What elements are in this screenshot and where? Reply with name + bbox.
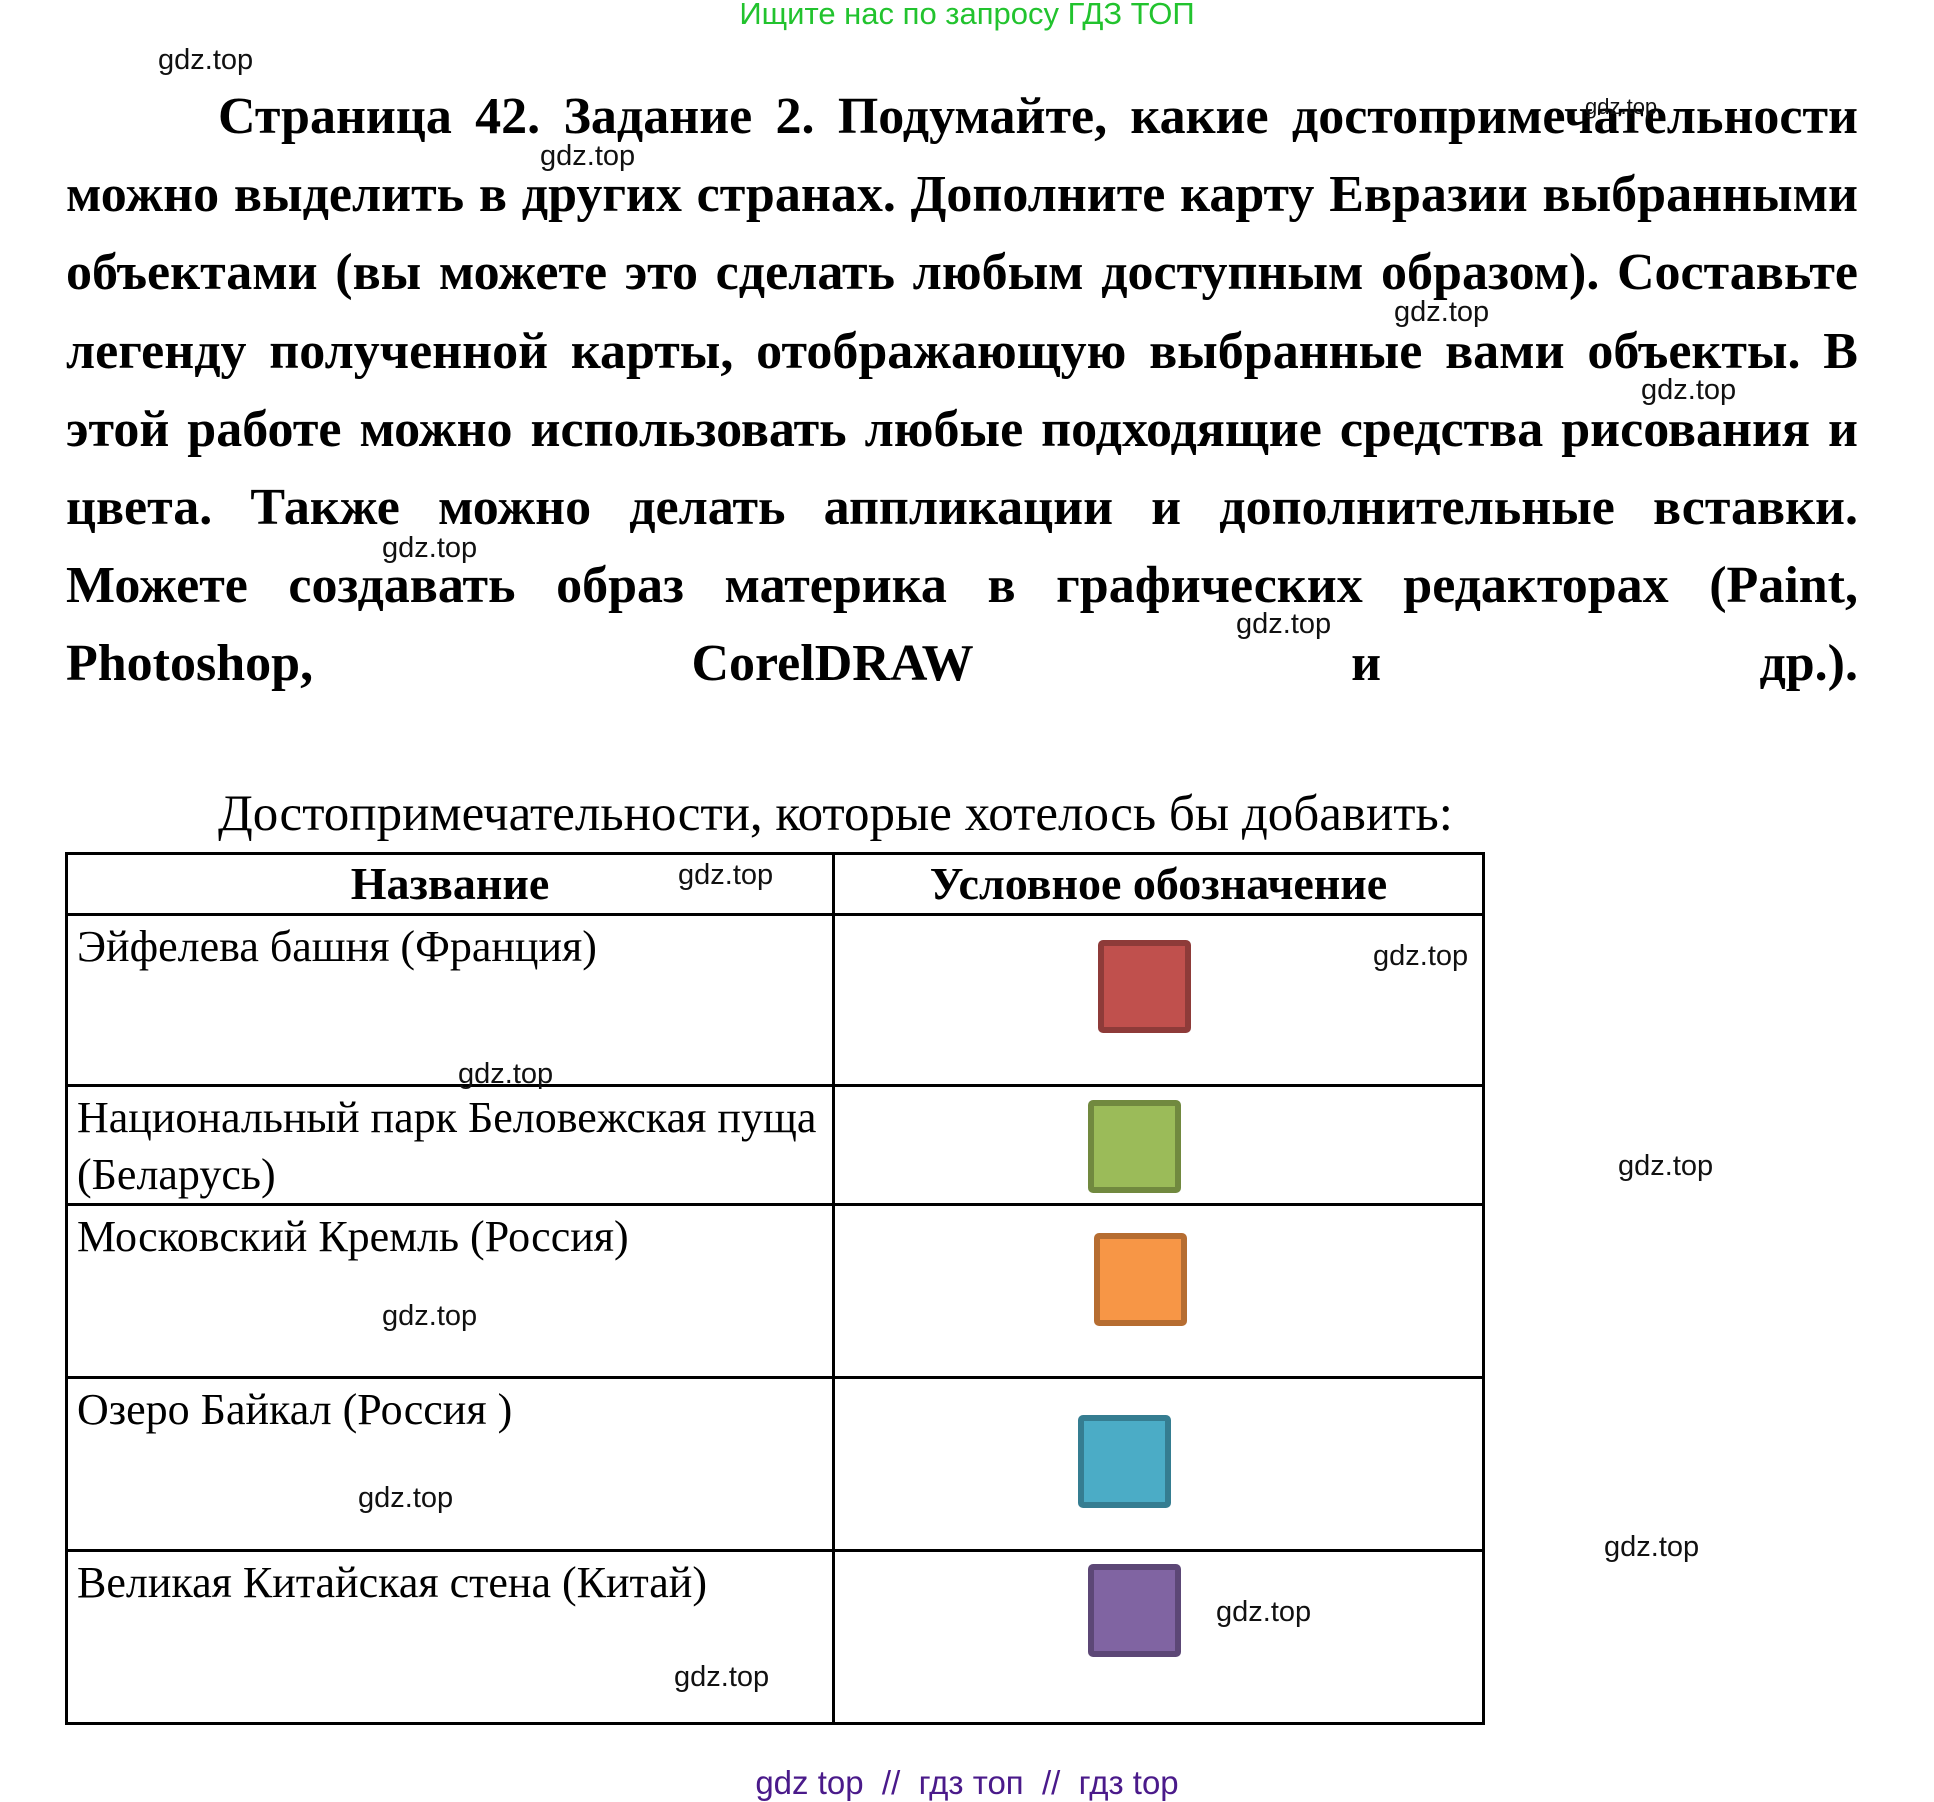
table-row: Национальный парк Беловежская пуща (Бела… [65, 1084, 1485, 1206]
header-name: Название [65, 852, 835, 916]
watermark: gdz.top [674, 1661, 770, 1693]
table-header-row: Название Условное обозначение [65, 852, 1485, 916]
watermark: gdz.top [1236, 608, 1332, 640]
watermark: gdz.top [1641, 374, 1737, 406]
table-row: Эйфелева башня (Франция) [65, 913, 1485, 1087]
watermark: gdz.top [1373, 940, 1469, 972]
red-square-icon [1098, 940, 1191, 1033]
watermark: gdz.top [158, 44, 254, 76]
orange-square-icon [1094, 1233, 1187, 1326]
table-row: Великая Китайская стена (Китай) [65, 1549, 1485, 1725]
purple-square-icon [1088, 1564, 1181, 1657]
task-paragraph: Страница 42. Задание 2. Подумайте, какие… [66, 88, 1858, 693]
landmark-name: Озеро Байкал (Россия ) [65, 1376, 835, 1552]
watermark: gdz.top [358, 1482, 454, 1514]
blue-square-icon [1078, 1415, 1171, 1508]
table-caption: Достопримечательности, которые хотелось … [218, 786, 1453, 842]
search-banner: Ищите нас по запросу ГДЗ ТОП [739, 0, 1195, 31]
landmark-name: Московский Кремль (Россия) [65, 1203, 835, 1379]
table-row: Озеро Байкал (Россия ) [65, 1376, 1485, 1552]
watermark: gdz.top [1585, 94, 1658, 119]
header-symbol: Условное обозначение [832, 852, 1485, 916]
watermark: gdz.top [382, 532, 478, 564]
watermark: gdz.top [540, 140, 636, 172]
legend-symbol-cell [832, 1376, 1485, 1552]
watermark: gdz.top [1394, 296, 1490, 328]
legend-symbol-cell [832, 913, 1485, 1087]
landmarks-table: Название Условное обозначение Эйфелева б… [65, 852, 1485, 1725]
table-row: Московский Кремль (Россия) [65, 1203, 1485, 1379]
task-text: Страница 42. Задание 2. Подумайте, какие… [66, 78, 1858, 704]
legend-symbol-cell [832, 1549, 1485, 1725]
watermark: gdz.top [678, 859, 774, 891]
watermark: gdz.top [1216, 1596, 1312, 1628]
landmark-name: Национальный парк Беловежская пуща (Бела… [65, 1084, 835, 1206]
legend-symbol-cell [832, 1084, 1485, 1206]
landmark-name: Эйфелева башня (Франция) [65, 913, 835, 1087]
watermark: gdz.top [1604, 1531, 1700, 1563]
watermark: gdz.top [382, 1300, 478, 1332]
legend-symbol-cell [832, 1203, 1485, 1379]
footer-watermark: gdz top // гдз топ // гдз top [755, 1764, 1179, 1801]
landmark-name: Великая Китайская стена (Китай) [65, 1549, 835, 1725]
watermark: gdz.top [1618, 1150, 1714, 1182]
green-square-icon [1088, 1100, 1181, 1193]
watermark: gdz.top [458, 1058, 554, 1090]
